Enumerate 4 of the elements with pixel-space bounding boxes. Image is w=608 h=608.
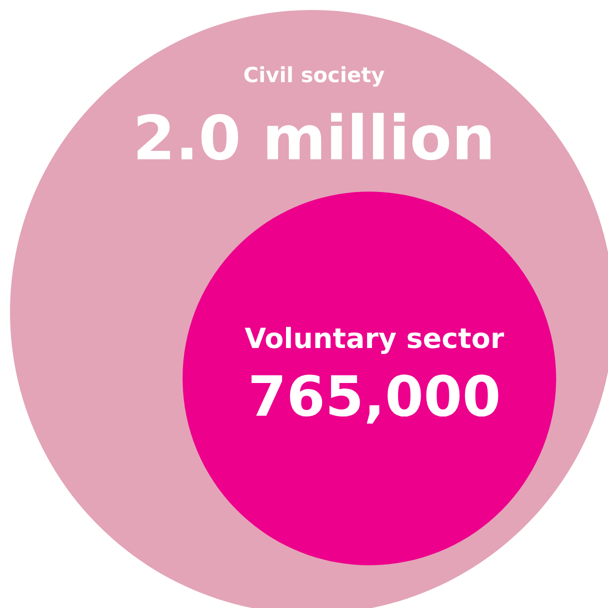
data-label: 2.0 million — [138, 112, 490, 160]
category-label: Voluntary sector — [244, 326, 504, 354]
data-label: 765,000 — [252, 374, 498, 424]
category-label: Civil society — [244, 66, 384, 87]
